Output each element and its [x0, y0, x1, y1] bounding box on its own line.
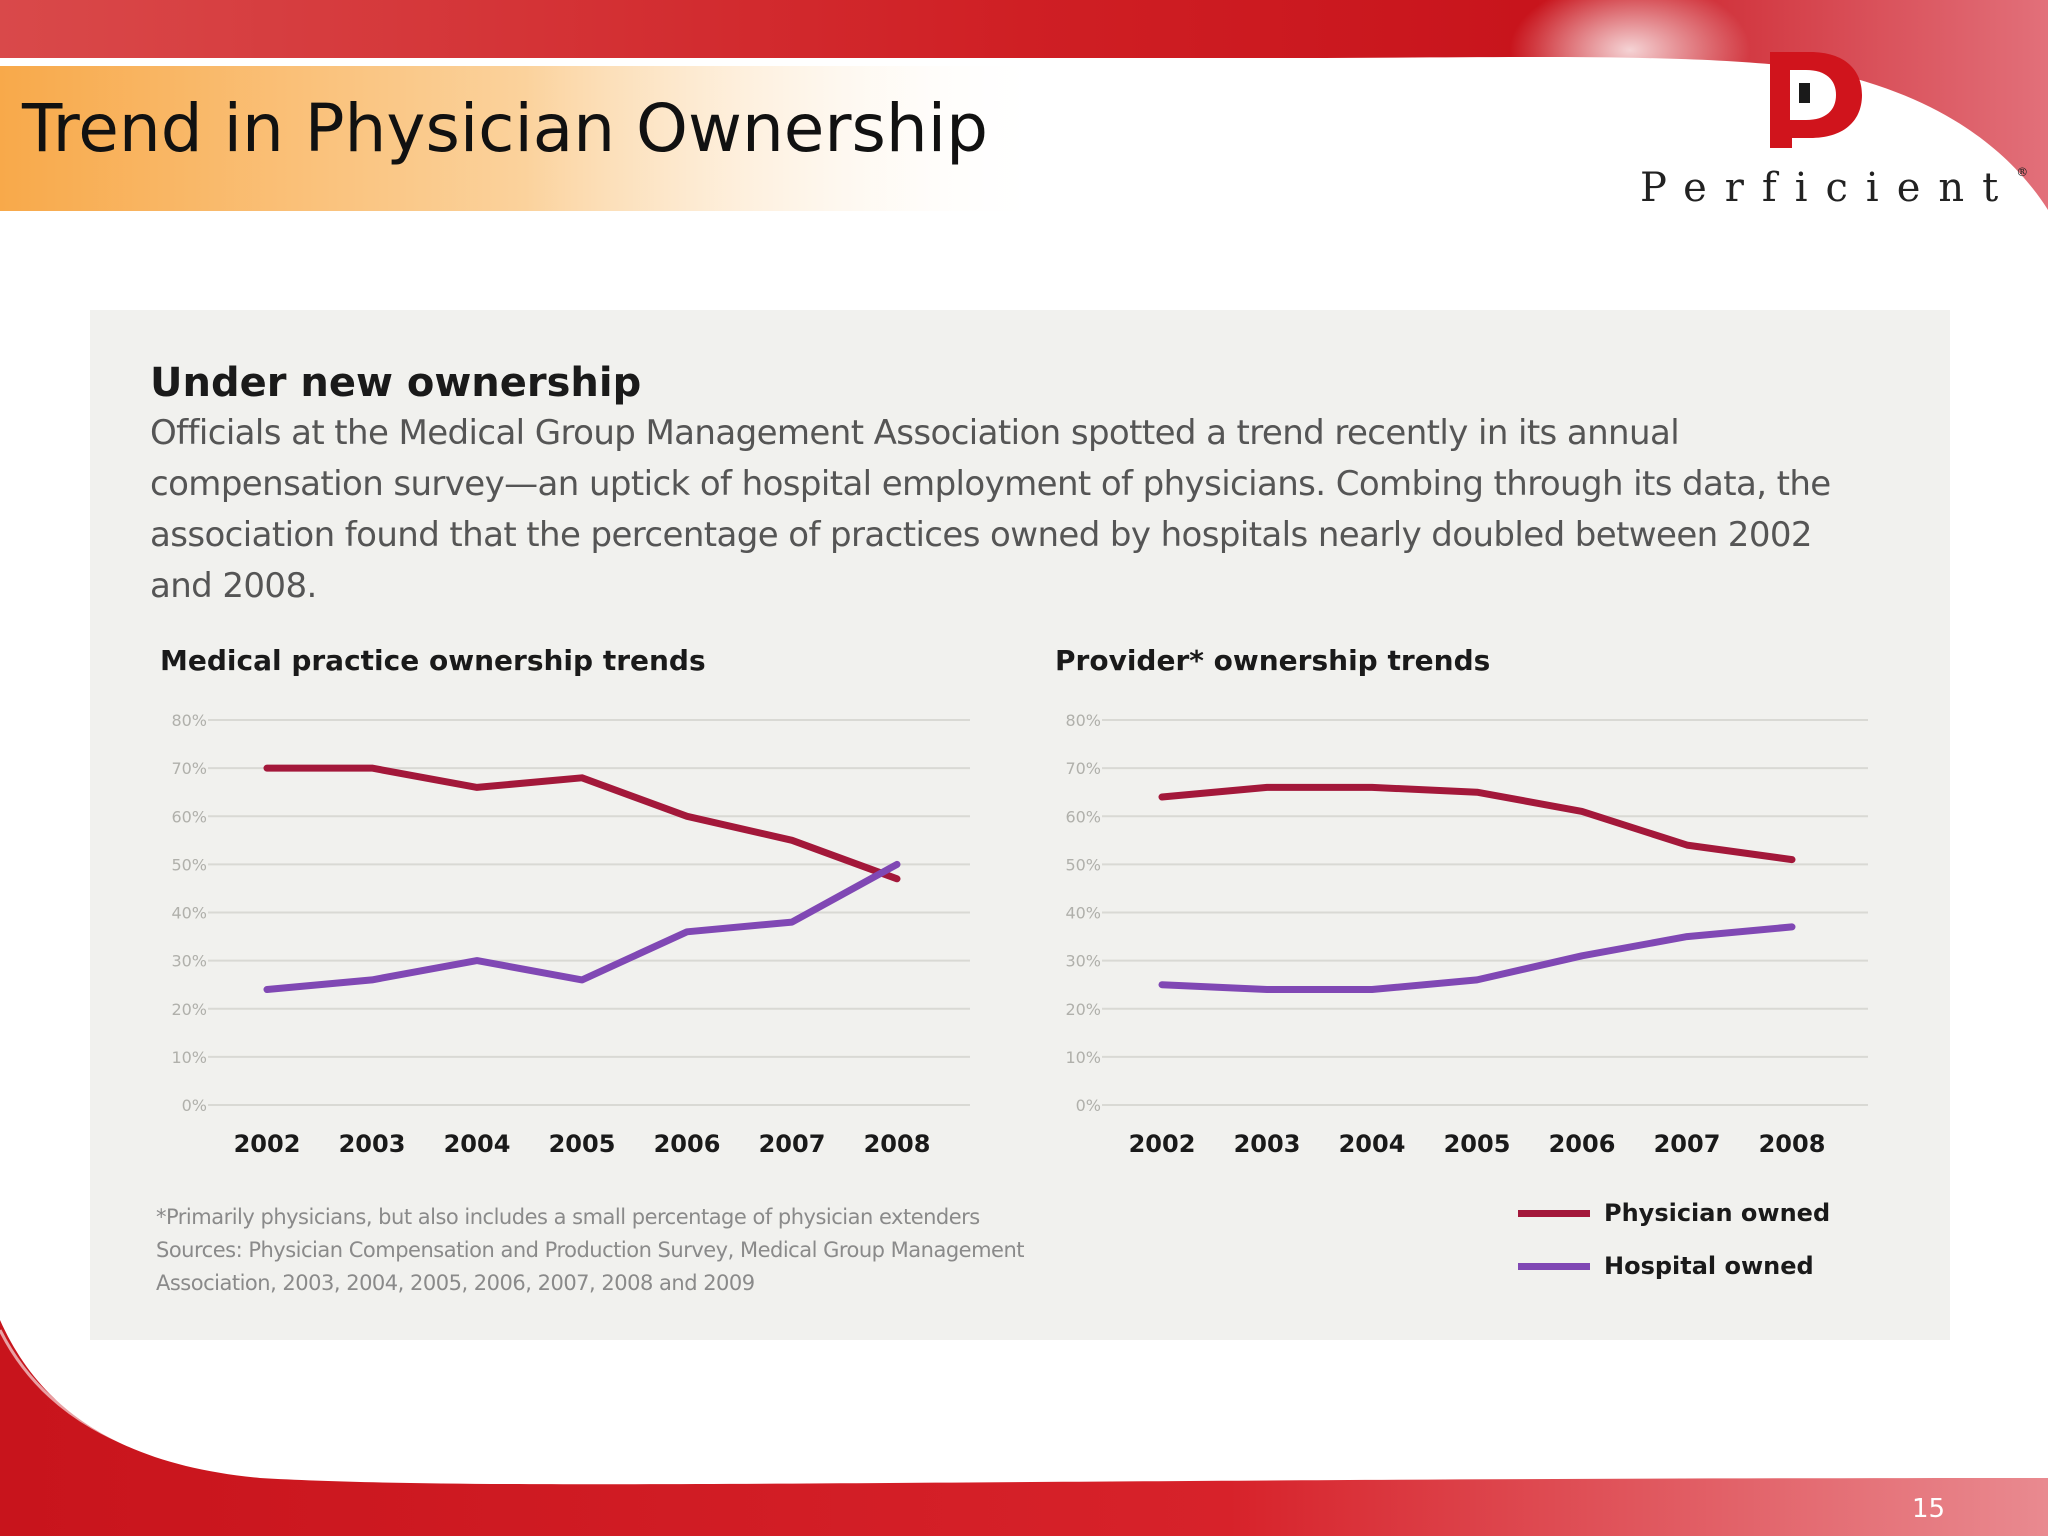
x-tick-label-provider: 2008: [1759, 1130, 1826, 1158]
y-tick-label-medical: 0%: [182, 1096, 207, 1115]
y-tick-label-medical: 30%: [171, 952, 207, 971]
figure-deck: Officials at the Medical Group Managemen…: [150, 413, 1831, 606]
y-tick-label-provider: 70%: [1065, 759, 1101, 778]
legend-swatch-physician: [1518, 1209, 1590, 1217]
x-tick-label-provider: 2005: [1444, 1130, 1511, 1158]
x-tick-label-provider: 2002: [1129, 1130, 1196, 1158]
figure-panel: [90, 310, 1950, 1340]
perficient-logo-icon: [1770, 52, 1862, 148]
y-tick-label-medical: 40%: [171, 904, 207, 923]
y-tick-label-provider: 80%: [1065, 711, 1101, 730]
x-tick-label-medical: 2004: [444, 1130, 511, 1158]
x-tick-label-provider: 2003: [1234, 1130, 1301, 1158]
logo-trademark: ®: [2016, 165, 2029, 179]
y-tick-label-provider: 0%: [1076, 1096, 1101, 1115]
perficient-logo-text: Perficient®: [1640, 165, 2028, 211]
series-line-medical-hospital-owned: [263, 860, 901, 993]
y-tick-label-provider: 30%: [1065, 952, 1101, 971]
chart-title-provider: Provider* ownership trends: [1055, 644, 1491, 677]
legend-label-hospital: Hospital owned: [1604, 1252, 1814, 1280]
page-number: 15: [1912, 1494, 1946, 1524]
x-tick-label-provider: 2006: [1549, 1130, 1616, 1158]
x-tick-label-medical: 2006: [654, 1130, 721, 1158]
logo-word: Perficient: [1640, 165, 2017, 211]
series-line-provider-physician-owned: [1158, 783, 1796, 864]
x-tick-label-medical: 2002: [234, 1130, 301, 1158]
legend-swatch-hospital: [1518, 1262, 1590, 1270]
y-tick-label-medical: 80%: [171, 711, 207, 730]
chart-title-medical-practice: Medical practice ownership trends: [160, 644, 706, 677]
legend-item-physician-owned: Physician owned: [1518, 1198, 1830, 1228]
legend-label-physician: Physician owned: [1604, 1199, 1831, 1227]
y-tick-label-medical: 50%: [171, 855, 207, 874]
x-tick-label-medical: 2005: [549, 1130, 616, 1158]
x-tick-label-provider: 2004: [1339, 1130, 1406, 1158]
y-tick-label-medical: 60%: [171, 807, 207, 826]
series-line-medical-physician-owned: [263, 764, 901, 883]
x-tick-label-medical: 2008: [864, 1130, 931, 1158]
y-tick-label-provider: 20%: [1065, 1000, 1101, 1019]
slide-title: Trend in Physician Ownership: [22, 90, 988, 167]
y-tick-label-provider: 50%: [1065, 855, 1101, 874]
series-line-provider-hospital-owned: [1158, 923, 1796, 993]
footnote-sources: Sources: Physician Compensation and Prod…: [156, 1238, 1025, 1262]
figure-headline: Under new ownership: [150, 360, 642, 406]
y-tick-label-medical: 10%: [171, 1048, 207, 1067]
footnote-provider-definition: *Primarily physicians, but also includes…: [156, 1205, 980, 1229]
y-tick-label-provider: 10%: [1065, 1048, 1101, 1067]
footnote-sources-years: Association, 2003, 2004, 2005, 2006, 200…: [156, 1271, 755, 1295]
y-tick-label-provider: 40%: [1065, 904, 1101, 923]
y-tick-label-medical: 70%: [171, 759, 207, 778]
x-tick-label-provider: 2007: [1654, 1130, 1721, 1158]
x-tick-label-medical: 2007: [759, 1130, 826, 1158]
legend-item-hospital-owned: Hospital owned: [1518, 1251, 1814, 1281]
y-tick-label-provider: 60%: [1065, 807, 1101, 826]
x-tick-label-medical: 2003: [339, 1130, 406, 1158]
y-tick-label-medical: 20%: [171, 1000, 207, 1019]
